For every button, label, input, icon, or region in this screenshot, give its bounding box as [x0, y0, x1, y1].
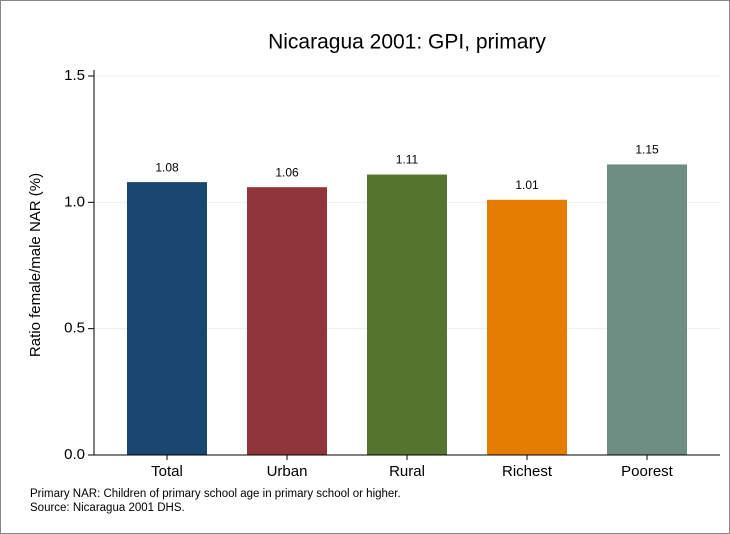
bar	[487, 199, 567, 455]
x-tick-label: Urban	[267, 463, 308, 480]
x-tick-label: Rural	[389, 463, 425, 480]
value-label: 1.01	[515, 178, 539, 192]
y-tick-label: 1.0	[64, 193, 85, 210]
bar	[607, 164, 687, 455]
value-label: 1.06	[275, 165, 299, 179]
y-axis-label: Ratio female/male NAR (%)	[27, 173, 44, 357]
x-tick-label: Richest	[502, 463, 553, 480]
note: Source: Nicaragua 2001 DHS.	[30, 502, 185, 514]
y-tick-label: 0.5	[64, 320, 85, 337]
bar	[367, 174, 447, 456]
x-tick-label: Total	[151, 463, 183, 480]
value-label: 1.08	[155, 160, 179, 174]
note: Primary NAR: Children of primary school …	[30, 488, 401, 500]
chart-title: Nicaragua 2001: GPI, primary	[268, 31, 546, 54]
bar	[247, 187, 327, 455]
y-tick-label: 0.0	[64, 446, 85, 463]
value-label: 1.15	[635, 143, 659, 157]
value-label: 1.11	[396, 153, 419, 167]
x-tick-label: Poorest	[621, 463, 674, 480]
y-tick-label: 1.5	[64, 67, 85, 84]
bar	[127, 182, 207, 455]
